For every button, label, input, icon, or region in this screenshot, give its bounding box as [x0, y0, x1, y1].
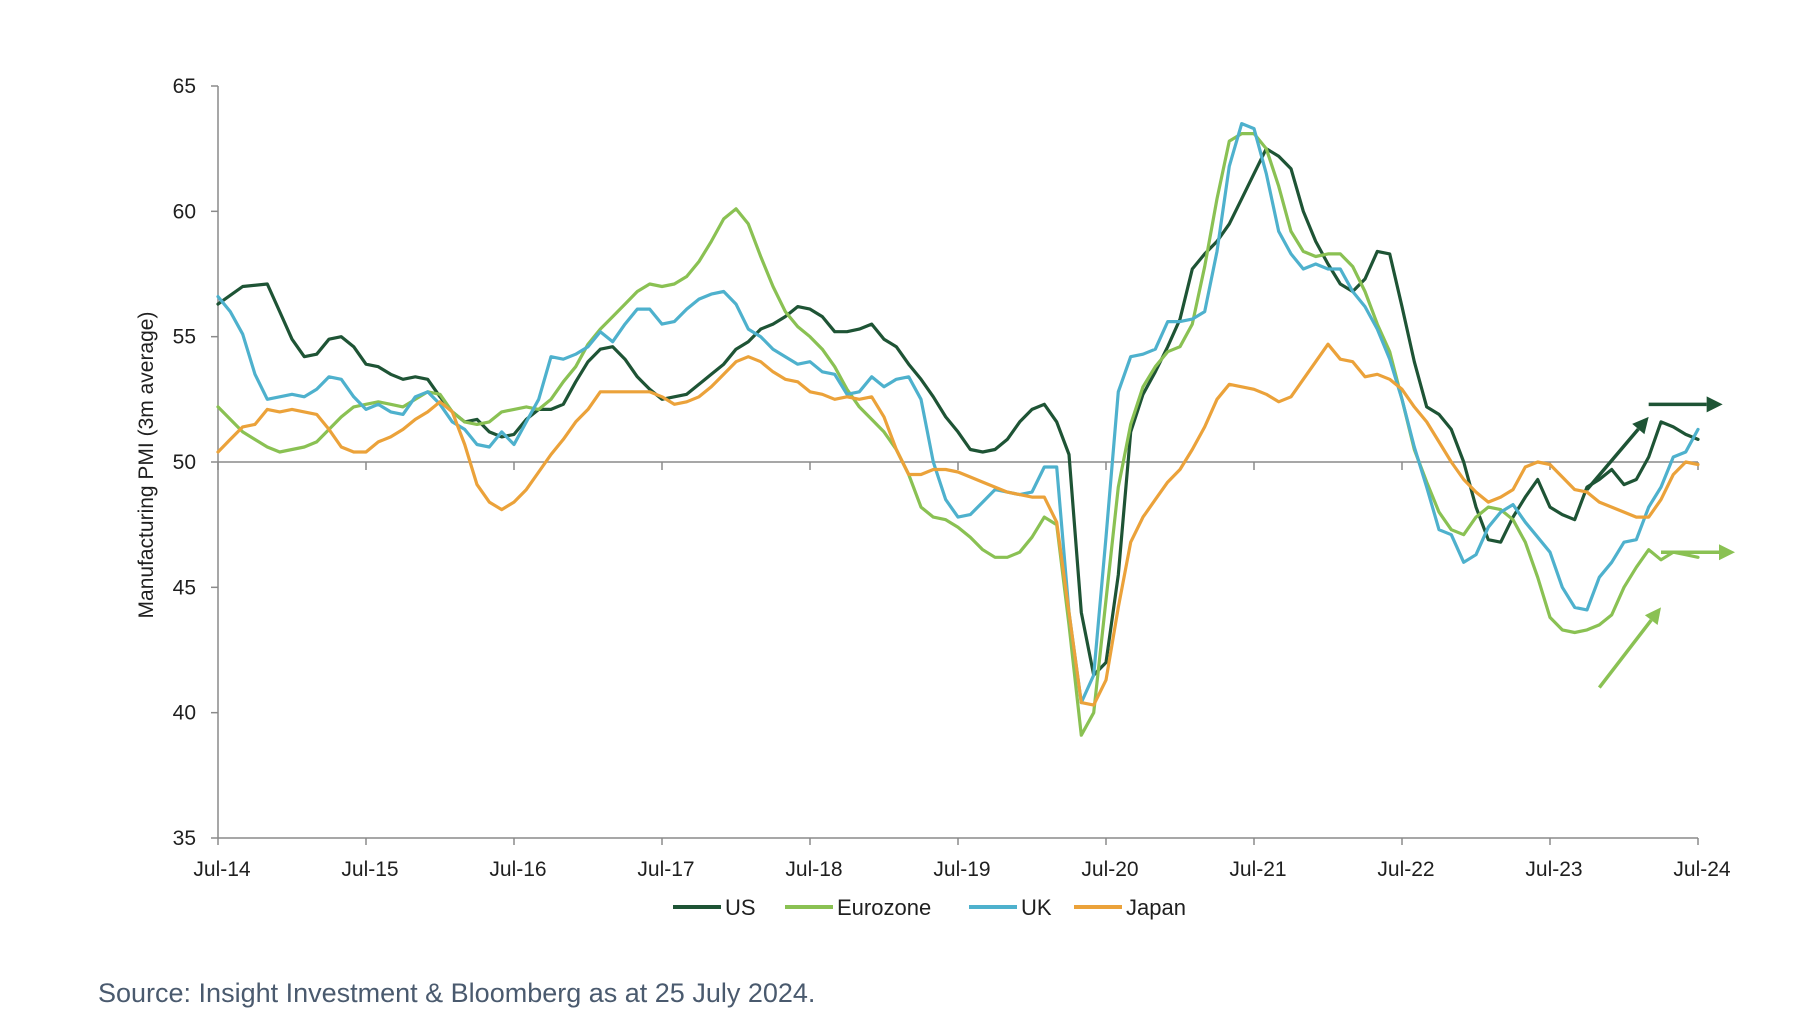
y-axis-title: Manufacturing PMI (3m average)	[135, 312, 158, 619]
y-tick-label: 40	[173, 702, 196, 725]
us-trend-arrow-flat-head	[1706, 396, 1723, 413]
y-tick-label: 45	[173, 576, 196, 599]
x-tick-label: Jul-20	[1081, 858, 1138, 881]
series-line-eurozone	[216, 132, 1700, 737]
us-trend-arrow-up	[1585, 427, 1640, 491]
trend-arrows	[1585, 396, 1735, 689]
y-tick-label: 55	[173, 326, 196, 349]
x-tick-label: Jul-21	[1229, 858, 1286, 881]
series-line-us	[216, 147, 1700, 677]
legend-label-eurozone: Eurozone	[837, 895, 931, 920]
x-tick-label: Jul-14	[193, 858, 251, 881]
x-axis: Jul-14 Jul-15 Jul-16 Jul-17 Jul-18 Jul-19 Jul-…	[193, 461, 1731, 881]
series-line-japan	[216, 342, 1700, 707]
x-tick-label: Jul-15	[341, 858, 398, 881]
x-tick-label: Jul-16	[489, 858, 546, 881]
y-tick-label: 65	[173, 75, 196, 98]
eurozone-trend-arrow-up-head	[1644, 607, 1661, 625]
y-tick-label: 60	[173, 200, 196, 223]
legend-label-uk: UK	[1021, 895, 1052, 920]
series-line-uk	[216, 122, 1700, 705]
eurozone-trend-arrow-up	[1597, 619, 1653, 689]
x-tick-label: Jul-24	[1673, 858, 1731, 881]
y-axis: 35 40 45 50 55 60 65	[173, 75, 219, 850]
x-tick-label: Jul-22	[1377, 858, 1434, 881]
source-note: Source: Insight Investment & Bloomberg a…	[98, 978, 816, 1008]
series-lines	[216, 122, 1700, 737]
x-tick-label: Jul-23	[1525, 858, 1582, 881]
legend-label-japan: Japan	[1126, 895, 1186, 920]
x-tick-label: Jul-18	[785, 858, 842, 881]
legend: US Eurozone UK Japan	[673, 895, 1186, 920]
x-tick-label: Jul-17	[637, 858, 694, 881]
x-tick-label: Jul-19	[933, 858, 990, 881]
y-tick-label: 50	[173, 451, 196, 474]
us-trend-arrow-up-head	[1632, 416, 1649, 435]
y-tick-label: 35	[173, 827, 196, 850]
eurozone-trend-arrow-flat-head	[1719, 544, 1735, 561]
legend-label-us: US	[725, 895, 756, 920]
